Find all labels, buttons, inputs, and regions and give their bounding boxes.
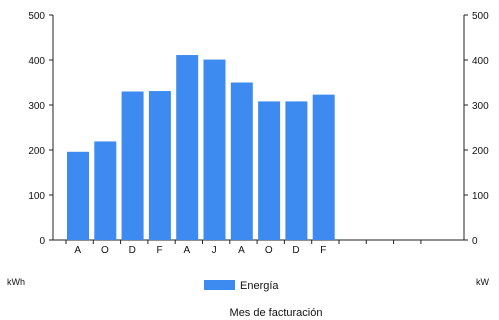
legend: Energía: [204, 280, 279, 292]
right-y-tick-label: 400: [472, 56, 489, 67]
bar: [203, 59, 226, 240]
left-y-axis-unit: kWh: [7, 277, 25, 287]
x-category-label: A: [184, 245, 191, 256]
x-category-label: A: [238, 245, 245, 256]
bars: [67, 55, 335, 241]
x-category-label: D: [292, 245, 299, 256]
x-category-label: A: [74, 245, 81, 256]
left-y-tick-label: 300: [28, 101, 45, 112]
left-y-tick-label: 400: [28, 56, 45, 67]
x-category-label: O: [265, 245, 273, 256]
right-y-tick-label: 0: [472, 236, 478, 247]
x-axis-title: Mes de facturación: [230, 307, 323, 319]
legend-swatch: [204, 280, 235, 290]
bar: [285, 101, 308, 241]
axis-labels: 0 0 100 100 200 200 300 300 400 400 500 500 A O D F A J A O…: [28, 11, 489, 256]
right-y-tick-label: 300: [472, 101, 489, 112]
left-y-tick-label: 100: [28, 191, 45, 202]
bar: [67, 151, 89, 240]
bar: [312, 94, 335, 241]
bar: [258, 101, 281, 241]
legend-label: Energía: [240, 280, 279, 292]
right-y-tick-label: 100: [472, 191, 489, 202]
bar: [230, 82, 253, 240]
bar: [94, 141, 117, 240]
right-y-axis-unit: kW: [476, 277, 490, 287]
right-y-tick-label: 200: [472, 146, 489, 157]
bar: [148, 91, 171, 240]
x-category-label: J: [212, 245, 217, 256]
bar: [121, 91, 144, 240]
x-category-label: D: [129, 245, 136, 256]
x-category-label: O: [101, 245, 109, 256]
bar: [176, 55, 199, 240]
x-category-label: F: [320, 245, 326, 256]
right-y-tick-label: 500: [472, 11, 489, 22]
left-y-tick-label: 200: [28, 146, 45, 157]
x-category-label: F: [156, 245, 162, 256]
left-y-tick-label: 500: [28, 11, 45, 22]
left-y-tick-label: 0: [39, 236, 45, 247]
